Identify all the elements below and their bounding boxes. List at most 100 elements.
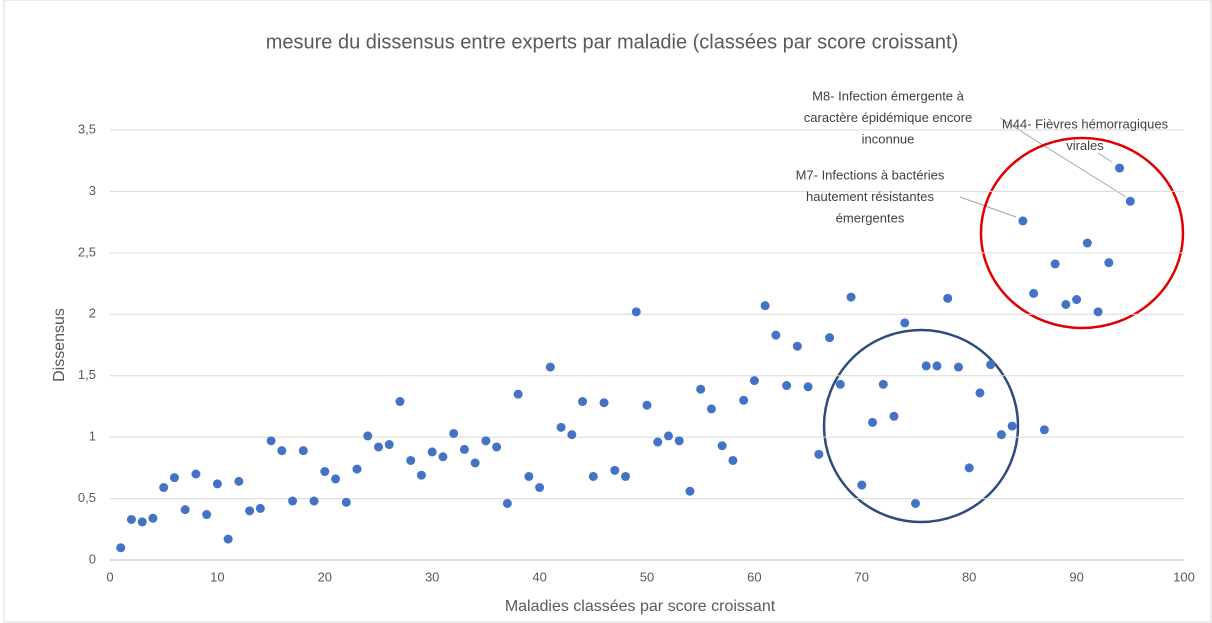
point	[449, 428, 459, 438]
point	[878, 379, 888, 389]
point	[202, 510, 212, 520]
x-tick-label: 40	[532, 569, 546, 584]
point	[1018, 216, 1028, 226]
point	[320, 467, 330, 477]
point	[631, 307, 641, 317]
point	[502, 498, 512, 508]
point	[911, 498, 920, 508]
point	[406, 455, 416, 465]
point	[771, 330, 781, 340]
annotation: émergentes	[836, 210, 905, 225]
point	[868, 417, 878, 427]
point	[986, 360, 996, 370]
point	[749, 376, 759, 386]
point	[234, 476, 244, 486]
annotation: virales	[1066, 138, 1104, 153]
point	[438, 452, 448, 462]
point	[545, 362, 555, 372]
point	[846, 292, 856, 302]
leader-line	[1097, 152, 1113, 163]
y-tick-label: 3,5	[78, 121, 96, 136]
point	[1115, 163, 1125, 173]
point	[137, 517, 147, 527]
point	[567, 430, 577, 440]
point	[803, 382, 813, 392]
point	[1082, 238, 1092, 248]
x-tick-label: 90	[1069, 569, 1083, 584]
x-tick-label: 100	[1173, 569, 1195, 584]
point	[814, 449, 824, 459]
point	[1029, 288, 1039, 298]
point	[277, 446, 287, 456]
point	[964, 463, 974, 473]
x-tick-label: 50	[640, 569, 654, 584]
point	[416, 470, 426, 480]
point	[126, 514, 136, 524]
point	[921, 361, 931, 371]
point	[556, 422, 566, 432]
point	[728, 455, 738, 465]
point	[610, 465, 620, 475]
y-tick-label: 1	[89, 429, 96, 444]
point	[352, 464, 362, 474]
point	[599, 398, 609, 408]
point	[943, 293, 953, 303]
point	[1039, 425, 1049, 435]
point	[739, 395, 749, 405]
point	[492, 442, 502, 452]
point	[116, 543, 126, 553]
annotation: inconnue	[862, 131, 915, 146]
point	[395, 397, 405, 407]
point	[191, 469, 201, 479]
point	[1007, 421, 1017, 431]
point	[578, 397, 588, 407]
y-tick-label: 2	[89, 306, 96, 321]
point	[889, 411, 899, 421]
point	[760, 301, 770, 311]
y-tick-label: 2,5	[78, 244, 96, 259]
x-tick-label: 80	[962, 569, 976, 584]
point	[427, 447, 437, 457]
y-tick-label: 0,5	[78, 490, 96, 505]
x-tick-label: 70	[855, 569, 869, 584]
point	[169, 473, 179, 483]
point	[341, 497, 351, 507]
point	[825, 333, 835, 343]
point	[792, 341, 802, 351]
highlight-circle	[979, 136, 1185, 330]
y-tick-label: 0	[89, 551, 96, 566]
point	[975, 388, 985, 398]
point	[1093, 307, 1103, 317]
point	[685, 486, 695, 496]
point	[642, 400, 652, 410]
chart-border	[3, 0, 1212, 623]
point	[782, 381, 792, 391]
point	[298, 446, 308, 456]
leader-line	[959, 196, 1017, 218]
point	[374, 442, 383, 452]
point	[255, 503, 265, 513]
point	[331, 474, 341, 484]
point	[223, 534, 233, 544]
point	[1061, 299, 1071, 309]
point	[363, 431, 373, 441]
point	[653, 437, 663, 447]
point	[588, 471, 598, 481]
annotation: M44- Fièvres hémorragiques	[1002, 116, 1169, 131]
x-tick-label: 20	[318, 569, 332, 584]
point	[663, 431, 673, 441]
point	[674, 436, 684, 446]
point	[1104, 258, 1114, 268]
x-tick-label: 10	[210, 569, 224, 584]
point	[245, 506, 255, 516]
point	[180, 505, 190, 515]
point	[696, 384, 706, 394]
annotation: M7- Infections à bactéries	[796, 167, 945, 182]
point	[953, 362, 963, 372]
leader-line	[999, 117, 1127, 198]
point	[1050, 259, 1060, 269]
point	[384, 440, 394, 450]
point	[835, 379, 845, 389]
annotation: hautement résistantes	[806, 189, 934, 204]
